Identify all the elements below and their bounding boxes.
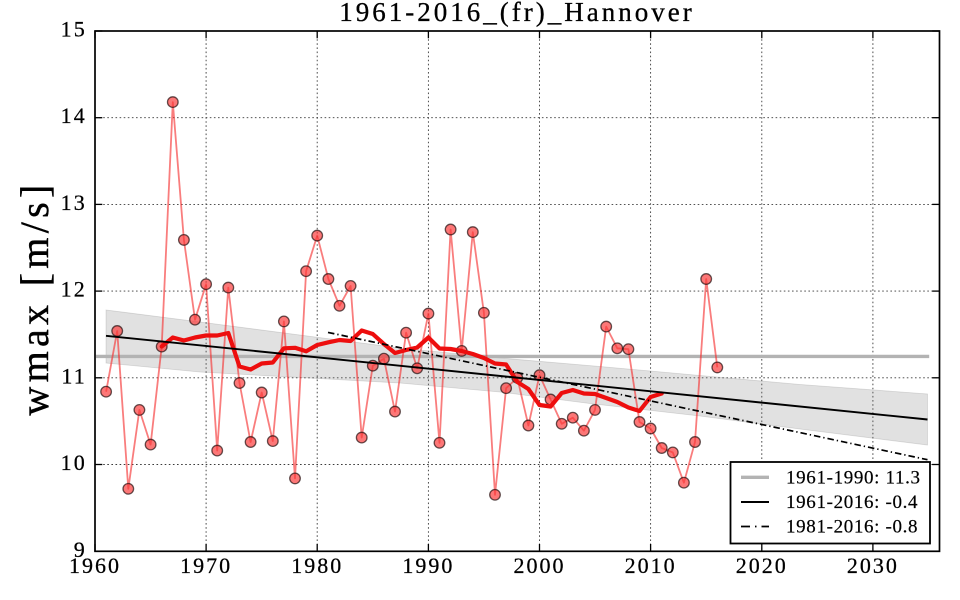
svg-text:2010: 2010 — [625, 553, 677, 578]
svg-text:10: 10 — [61, 450, 87, 475]
svg-text:1961-2016_(fr)_Hannover: 1961-2016_(fr)_Hannover — [339, 0, 694, 27]
svg-text:1961-1990: 11.3: 1961-1990: 11.3 — [786, 467, 921, 488]
svg-text:14: 14 — [61, 103, 87, 128]
svg-text:1981-2016: -0.8: 1981-2016: -0.8 — [786, 517, 918, 538]
svg-text:11: 11 — [61, 363, 87, 388]
svg-text:2020: 2020 — [736, 553, 788, 578]
svg-text:2030: 2030 — [847, 553, 899, 578]
svg-text:1960: 1960 — [69, 553, 121, 578]
svg-text:15: 15 — [61, 17, 87, 42]
svg-text:1990: 1990 — [402, 553, 454, 578]
svg-text:2000: 2000 — [514, 553, 566, 578]
svg-text:9: 9 — [74, 537, 87, 562]
svg-text:1961-2016: -0.4: 1961-2016: -0.4 — [786, 492, 918, 513]
svg-text:13: 13 — [61, 190, 87, 215]
svg-text:12: 12 — [61, 277, 87, 302]
svg-text:wmax [m/s]: wmax [m/s] — [12, 180, 57, 415]
svg-text:1970: 1970 — [180, 553, 232, 578]
svg-text:1980: 1980 — [291, 553, 343, 578]
